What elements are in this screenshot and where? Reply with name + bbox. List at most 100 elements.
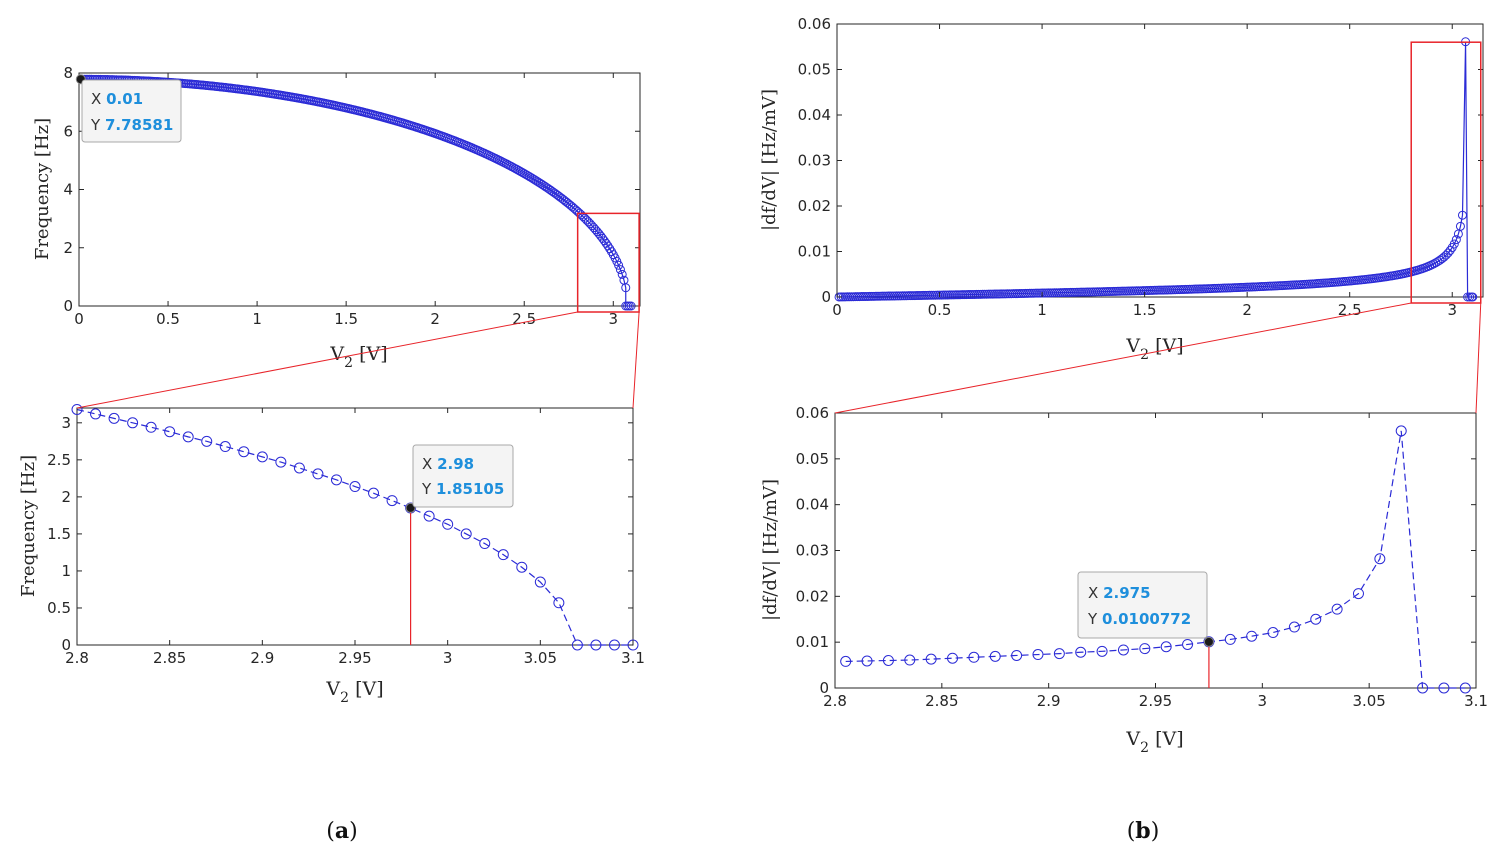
y-tick-label: 0.02 — [798, 197, 831, 215]
y-tick-label: 8 — [63, 64, 73, 82]
datatip-y: Y 0.0100772 — [1087, 610, 1191, 628]
zoom-connectors — [75, 41, 1482, 688]
y-axis-label: |df/dV| [Hz/mV] — [759, 89, 780, 231]
data-point — [1310, 613, 1322, 625]
series-line — [76, 408, 633, 646]
data-point — [349, 481, 361, 493]
x-tick-label: 2.5 — [512, 310, 536, 328]
data-point — [497, 549, 509, 561]
plot-frame — [836, 23, 1484, 298]
x-tick-label: 2.8 — [65, 649, 89, 667]
x-tick-label: 0 — [832, 301, 842, 319]
data-point — [293, 462, 305, 474]
y-tick-label: 0.01 — [798, 243, 831, 261]
plot-frame — [834, 412, 1477, 689]
series-line — [839, 41, 1473, 298]
y-tick-label: 0.04 — [796, 496, 829, 514]
data-point — [608, 639, 620, 651]
datatip-a-top: X 0.01 Y 7.78581 — [81, 79, 182, 143]
data-point — [840, 655, 852, 667]
data-point — [1182, 638, 1194, 650]
zoom-connector — [632, 311, 640, 409]
data-point — [1417, 682, 1429, 694]
y-tick-label: 3 — [61, 414, 71, 432]
y-tick-label: 0.05 — [798, 61, 831, 79]
y-tick-label: 2.5 — [47, 451, 71, 469]
y-tick-label: 0.01 — [796, 633, 829, 651]
x-tick-label: 0.5 — [156, 310, 180, 328]
caption-b: (b) — [1127, 818, 1160, 844]
y-tick-label: 0.06 — [796, 404, 829, 422]
data-point — [1395, 425, 1407, 437]
data-point — [617, 269, 627, 279]
data-point — [1011, 649, 1023, 661]
panel-a-bottom-chart: 2.8 2.85 2.9 2.95 3 3.05 3.1 0 0.5 1 1.5 2 2.5 3 Freq… — [18, 403, 645, 706]
data-point — [904, 654, 916, 666]
x-tick-label: 0.5 — [928, 301, 952, 319]
data-point — [947, 652, 959, 664]
data-point — [1224, 633, 1236, 645]
y-tick-label: 0 — [819, 679, 829, 697]
datatip-box — [81, 79, 182, 143]
data-point — [368, 487, 380, 499]
x-tick-label: 3 — [1447, 301, 1457, 319]
datatip-x: X 0.01 — [91, 90, 143, 108]
caption-a: (a) — [326, 818, 357, 844]
datatip-x: X 2.98 — [422, 455, 474, 473]
data-point — [1451, 235, 1461, 245]
data-point — [256, 451, 268, 463]
data-point — [553, 597, 565, 609]
data-point — [1139, 643, 1151, 655]
data-point — [1117, 644, 1129, 656]
zoom-connector — [76, 311, 578, 409]
x-tick-label: 1 — [1037, 301, 1047, 319]
x-tick-label: 2.9 — [250, 649, 274, 667]
x-tick-label: 2.95 — [338, 649, 371, 667]
x-tick-label: 0 — [74, 310, 84, 328]
x-tick-label: 2.8 — [823, 692, 847, 710]
data-point — [1032, 649, 1044, 661]
panel-a-top-chart: 0 0.5 1 1.5 2 2.5 3 0 2 4 6 8 Frequency [Hz] V2 [V] — [32, 64, 641, 371]
data-point — [1457, 210, 1467, 220]
y-axis-label: Frequency [Hz] — [32, 118, 53, 260]
x-tick-label: 3.05 — [524, 649, 557, 667]
x-tick-label: 3 — [609, 310, 619, 328]
datatip-box — [412, 444, 514, 508]
data-point — [108, 412, 120, 424]
zoom-box — [576, 212, 640, 313]
data-point — [1468, 292, 1478, 302]
zoom-box — [1410, 41, 1482, 304]
y-tick-label: 0.03 — [796, 542, 829, 560]
x-tick-label: 2 — [1242, 301, 1252, 319]
data-point — [1449, 239, 1459, 249]
x-tick-label: 1 — [252, 310, 262, 328]
datatip-x: X 2.975 — [1088, 584, 1151, 602]
x-tick-label: 3.05 — [1352, 692, 1385, 710]
data-point — [71, 403, 83, 415]
y-tick-label: 0.06 — [798, 15, 831, 33]
data-point — [238, 446, 250, 458]
x-axis-label: V2 [V] — [1125, 728, 1183, 756]
data-point — [1374, 553, 1386, 565]
y-tick-label: 0.5 — [47, 599, 71, 617]
data-point — [621, 283, 631, 293]
plot-frame — [76, 407, 634, 646]
x-axis-label: V2 [V] — [329, 343, 387, 371]
y-axis-label: Frequency [Hz] — [18, 455, 39, 597]
data-point — [614, 260, 624, 270]
data-point — [590, 639, 602, 651]
x-tick-label: 2 — [430, 310, 440, 328]
y-tick-label: 1.5 — [47, 525, 71, 543]
x-tick-label: 3.1 — [621, 649, 645, 667]
y-tick-label: 0.04 — [798, 106, 831, 124]
datatip-y: Y 7.78581 — [90, 116, 173, 134]
data-point — [571, 639, 583, 651]
data-point — [534, 576, 546, 588]
data-point — [1459, 682, 1471, 694]
data-point — [1246, 630, 1258, 642]
x-tick-label: 1.5 — [334, 310, 358, 328]
data-point — [861, 655, 873, 667]
data-point — [1267, 627, 1279, 639]
data-point — [127, 417, 139, 429]
y-tick-label: 2 — [63, 239, 73, 257]
